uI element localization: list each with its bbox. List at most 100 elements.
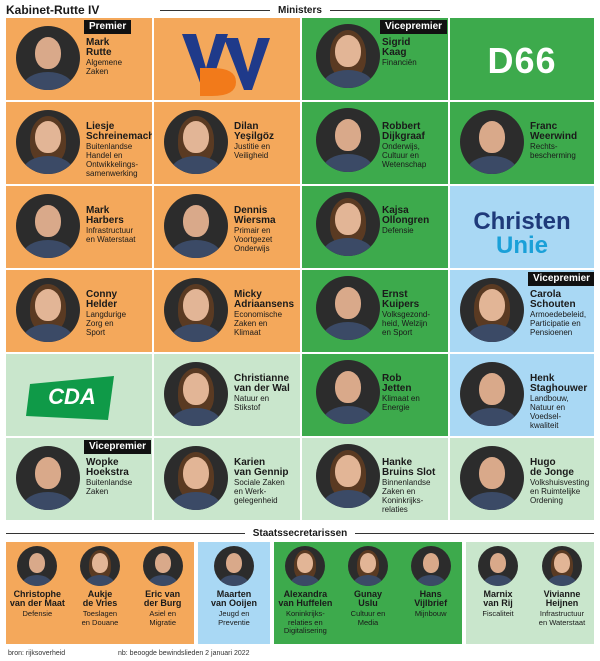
- minister-card: Dennis Wiersma Primair en Voortgezet Onderwi…: [154, 186, 300, 268]
- portrait-photo: [348, 546, 388, 586]
- portrait-photo: [164, 110, 228, 174]
- minister-name: Micky Adriaansens: [234, 289, 295, 310]
- portrait-head: [35, 37, 61, 69]
- portrait-body: [23, 72, 73, 90]
- portrait-head: [335, 203, 361, 235]
- portrait-body: [290, 575, 321, 586]
- staatssecretarissen-heading: Staatssecretarissen: [6, 526, 595, 540]
- portrait-photo: [316, 444, 380, 508]
- staatssecretaris-name: Christophe van der Maat: [9, 589, 65, 608]
- minister-name: Rob Jetten: [382, 373, 412, 394]
- portrait-photo: [16, 26, 80, 90]
- minister-portfolio: Justitie en Veiligheid: [234, 142, 271, 160]
- portrait-photo: [16, 446, 80, 510]
- ministers-heading: Ministers: [160, 3, 440, 17]
- portrait-photo: [16, 278, 80, 342]
- minister-card: Kajsa Ollongren Defensie: [302, 186, 448, 268]
- minister-card: Ernst Kuipers Volksgezond-heid, Welzijn en …: [302, 270, 448, 352]
- minister-card: Vicepremier Carola Schouten Armoedebeleid, P…: [450, 270, 594, 352]
- minister-portfolio: Landbouw, Natuur en Voedsel-kwaliteit: [530, 394, 569, 430]
- portrait-head: [335, 371, 361, 403]
- minister-portfolio: Natuur en Stikstof: [234, 394, 270, 412]
- vvd-logo: [182, 34, 270, 96]
- minister-portfolio: Financiën: [382, 58, 417, 67]
- minister-portfolio: Sociale Zaken en Werk-gelegenheid: [234, 478, 285, 505]
- portrait-head: [226, 553, 242, 573]
- portrait-photo: [142, 546, 183, 586]
- portrait-head: [422, 553, 439, 573]
- minister-card: Micky Adriaansens Economische Zaken en Klima…: [154, 270, 300, 352]
- staatssecretaris-group: Maarten van Ooijen Jeugd en Preventie: [198, 542, 270, 644]
- staatssecretaris-group: Marnix van Rij Fiscaliteit Vivianne Heijnen I…: [466, 542, 594, 644]
- portrait-body: [219, 575, 249, 586]
- portrait-photo: [316, 192, 380, 256]
- staatssecretaris-name: Alexandra van Huffelen: [278, 589, 333, 608]
- staatssecretaris-portfolio: Toeslagen en Douane: [81, 609, 119, 627]
- source-note: bron: rijksoverheid: [8, 650, 66, 657]
- minister-card: Conny Helder Langdurige Zorg en Sport: [6, 270, 152, 352]
- portrait-body: [23, 492, 73, 510]
- portrait-head: [554, 553, 570, 573]
- vicepremier-badge: Vicepremier: [380, 20, 448, 34]
- portrait-head: [35, 457, 61, 489]
- portrait-photo: [164, 362, 228, 426]
- staatssecretaris-portfolio: Infrastructuur en Waterstaat: [538, 609, 586, 627]
- vicepremier-badge: Vicepremier: [84, 440, 152, 454]
- minister-portfolio: Volksgezond-heid, Welzijn en Sport: [382, 310, 431, 337]
- minister-card: LiesjeSchreinemacherBuitenlandseHandel e…: [6, 102, 152, 184]
- portrait-body: [147, 575, 178, 586]
- portrait-body: [323, 406, 373, 424]
- portrait-head: [35, 205, 61, 237]
- minister-card: Dilan Yeşilgöz Justitie en Veiligheid: [154, 102, 300, 184]
- premier-badge: Premier: [84, 20, 132, 34]
- minister-name: Mark Rutte: [86, 37, 112, 58]
- minister-portfolio: Rechts-bescherming: [530, 142, 576, 160]
- minister-card: Franc Weerwind Rechts-bescherming: [450, 102, 594, 184]
- vicepremier-badge: Vicepremier: [528, 272, 594, 286]
- portrait-head: [479, 121, 505, 153]
- portrait-photo: [478, 546, 518, 586]
- portrait-body: [171, 240, 221, 258]
- portrait-body: [23, 156, 73, 174]
- d66-logo: D66: [487, 40, 557, 81]
- portrait-photo: [285, 546, 326, 586]
- portrait-head: [29, 553, 46, 573]
- portrait-head: [335, 119, 361, 151]
- minister-name: Conny Helder: [86, 289, 118, 310]
- portrait-body: [171, 492, 221, 510]
- christenunie-logo-cell: Christen Unie: [450, 186, 594, 268]
- minister-card: Hanke Bruins Slot Binnenlandse Zaken en Koni…: [302, 438, 448, 520]
- minister-card: Premier Mark Rutte Algemene Zaken: [6, 18, 152, 100]
- minister-portfolio: Onderwijs, Cultuur en Wetenschap: [382, 142, 427, 169]
- portrait-body: [353, 575, 383, 586]
- portrait-photo: [164, 446, 228, 510]
- minister-name: Christianne van der Wal: [234, 373, 290, 394]
- portrait-body: [323, 154, 373, 172]
- portrait-photo: [214, 546, 254, 586]
- minister-portfolio: Economische Zaken en Klimaat: [234, 310, 283, 337]
- portrait-body: [323, 238, 373, 256]
- staatssecretaris-name: Maarten van Ooijen: [210, 589, 257, 608]
- minister-name: Kajsa Ollongren: [382, 205, 430, 226]
- minister-portfolio: Binnenlandse Zaken en Koninkrijks-relaties: [382, 478, 431, 514]
- staatssecretaris-portfolio: Jeugd en Preventie: [218, 609, 250, 627]
- minister-card: Robbert Dijkgraaf Onderwijs, Cultuur en Wete…: [302, 102, 448, 184]
- portrait-body: [323, 322, 373, 340]
- minister-name: Ernst Kuipers: [382, 289, 420, 310]
- minister-name: Hugo de Jonge: [530, 457, 574, 478]
- portrait-body: [547, 575, 577, 586]
- minister-portfolio: Buitenlandse Zaken: [86, 478, 133, 496]
- minister-name: Hanke Bruins Slot: [382, 457, 436, 478]
- d66-logo-cell: D66: [450, 18, 594, 100]
- portrait-body: [171, 324, 221, 342]
- portrait-head: [183, 205, 209, 237]
- minister-card: Henk Staghouwer Landbouw, Natuur en Voedsel-…: [450, 354, 594, 436]
- minister-card: Vicepremier Sigrid Kaag Financiën: [302, 18, 448, 100]
- staatssecretaris-portfolio: Fiscaliteit: [482, 609, 514, 618]
- minister-name: Robbert Dijkgraaf: [382, 121, 425, 142]
- portrait-body: [323, 70, 373, 88]
- portrait-photo: [17, 546, 58, 586]
- minister-name: Mark Harbers: [86, 205, 124, 226]
- minister-card: Mark Harbers Infrastructuur en Waterstaat: [6, 186, 152, 268]
- minister-portfolio: Infrastructuur en Waterstaat: [86, 226, 136, 244]
